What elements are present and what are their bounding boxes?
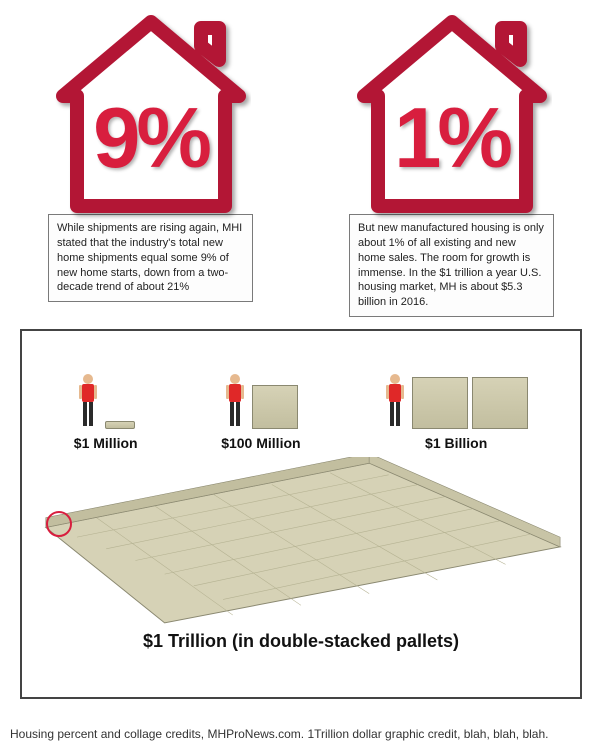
pct-text-1: 1% <box>352 90 552 188</box>
pct-text-9: 9% <box>51 90 251 188</box>
label-100m: $100 Million <box>221 435 300 451</box>
trillion-area: $1 Trillion (in double-stacked pallets) <box>22 451 580 671</box>
caption-1pct: But new manufactured housing is only abo… <box>349 214 554 317</box>
money-stack-1b <box>412 377 528 429</box>
person-icon <box>384 373 406 429</box>
label-1t: $1 Trillion (in double-stacked pallets) <box>38 631 564 652</box>
money-cell-1m: $1 Million <box>74 373 138 451</box>
person-icon <box>77 373 99 429</box>
top-section: 9% While shipments are rising again, MHI… <box>0 0 602 317</box>
money-panel: $1 Million $100 Million $1 Bill <box>20 329 582 699</box>
house-icon-1pct: 1% <box>352 10 552 220</box>
money-cell-1b: $1 Billion <box>384 373 528 451</box>
person-marker-circle <box>46 511 72 537</box>
money-stack-1m <box>105 421 135 429</box>
house-block-1pct: 1% But new manufactured housing is only … <box>322 10 582 317</box>
trillion-field-icon <box>38 457 564 627</box>
house-icon-9pct: 9% <box>51 10 251 220</box>
money-comparison-row: $1 Million $100 Million $1 Bill <box>22 331 580 451</box>
person-icon <box>224 373 246 429</box>
money-stack-100m <box>252 385 298 429</box>
label-1m: $1 Million <box>74 435 138 451</box>
credit-line: Housing percent and collage credits, MHP… <box>10 727 592 741</box>
caption-9pct: While shipments are rising again, MHI st… <box>48 214 253 302</box>
label-1b: $1 Billion <box>425 435 487 451</box>
house-block-9pct: 9% While shipments are rising again, MHI… <box>21 10 281 317</box>
money-cell-100m: $100 Million <box>221 373 300 451</box>
